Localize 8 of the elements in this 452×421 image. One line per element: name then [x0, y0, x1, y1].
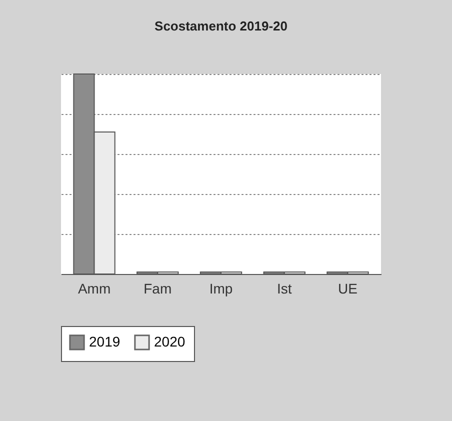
x-tick-label: Ist	[276, 280, 292, 296]
legend-label: 2019	[89, 333, 120, 350]
x-tick-label: Imp	[209, 280, 233, 296]
legend-label: 2020	[154, 333, 186, 350]
x-tick-label: Amm	[78, 280, 111, 296]
chart-title: Scostamento 2019-20	[154, 18, 288, 34]
x-tick-label: Fam	[144, 280, 172, 296]
x-tick-label: UE	[338, 280, 358, 296]
